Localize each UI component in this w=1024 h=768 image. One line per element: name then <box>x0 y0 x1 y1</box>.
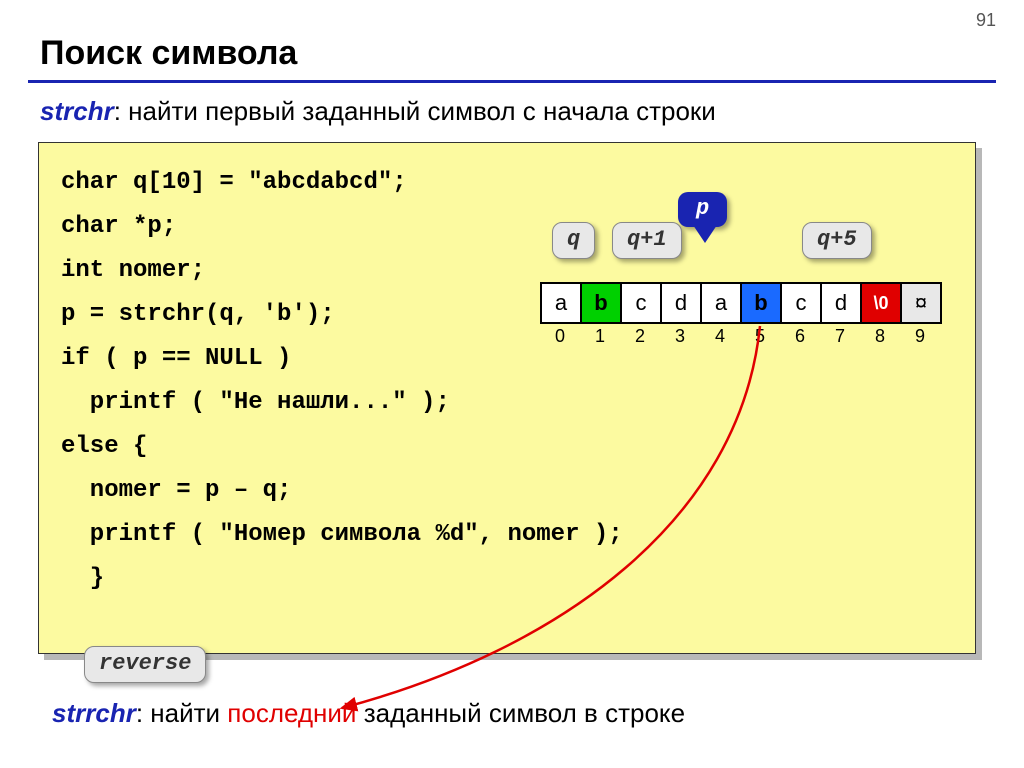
array-index: 2 <box>620 326 660 347</box>
array-cell: d <box>821 283 861 323</box>
outro-red: последний <box>227 698 356 728</box>
array-cell: ¤ <box>901 283 941 323</box>
label-q: q <box>552 222 595 259</box>
array-index: 5 <box>740 326 780 347</box>
title-rule <box>28 80 996 83</box>
array-cell: a <box>541 283 581 323</box>
fn-strrchr: strrchr <box>52 698 136 728</box>
label-reverse: reverse <box>84 646 206 683</box>
array-index: 0 <box>540 326 580 347</box>
outro-post: заданный символ в строке <box>356 698 685 728</box>
page-number: 91 <box>976 10 996 31</box>
array-indices: 0123456789 <box>540 326 940 347</box>
page-title: Поиск символа <box>40 34 297 73</box>
array-index: 1 <box>580 326 620 347</box>
array-index: 3 <box>660 326 700 347</box>
intro-line: strchr: найти первый заданный символ с н… <box>40 96 716 127</box>
array-index: 7 <box>820 326 860 347</box>
array-index: 4 <box>700 326 740 347</box>
outro-line: strrchr: найти последний заданный символ… <box>52 698 685 729</box>
array-cell: \0 <box>861 283 901 323</box>
array-cell: b <box>581 283 621 323</box>
array-index: 6 <box>780 326 820 347</box>
array-cell: b <box>741 283 781 323</box>
label-p: p <box>678 192 727 227</box>
array-index: 9 <box>900 326 940 347</box>
array-cell: d <box>661 283 701 323</box>
array-table: abcdabcd\0¤ <box>540 282 942 324</box>
outro-pre: : найти <box>136 698 227 728</box>
intro-text: : найти первый заданный символ с начала … <box>114 96 716 126</box>
array-cell: c <box>781 283 821 323</box>
fn-strchr: strchr <box>40 96 114 126</box>
array-cell: a <box>701 283 741 323</box>
array-index: 8 <box>860 326 900 347</box>
label-q1: q+1 <box>612 222 682 259</box>
code-block: char q[10] = "abcdabcd"; char *p; int no… <box>38 142 976 654</box>
array-cell: c <box>621 283 661 323</box>
label-q5: q+5 <box>802 222 872 259</box>
